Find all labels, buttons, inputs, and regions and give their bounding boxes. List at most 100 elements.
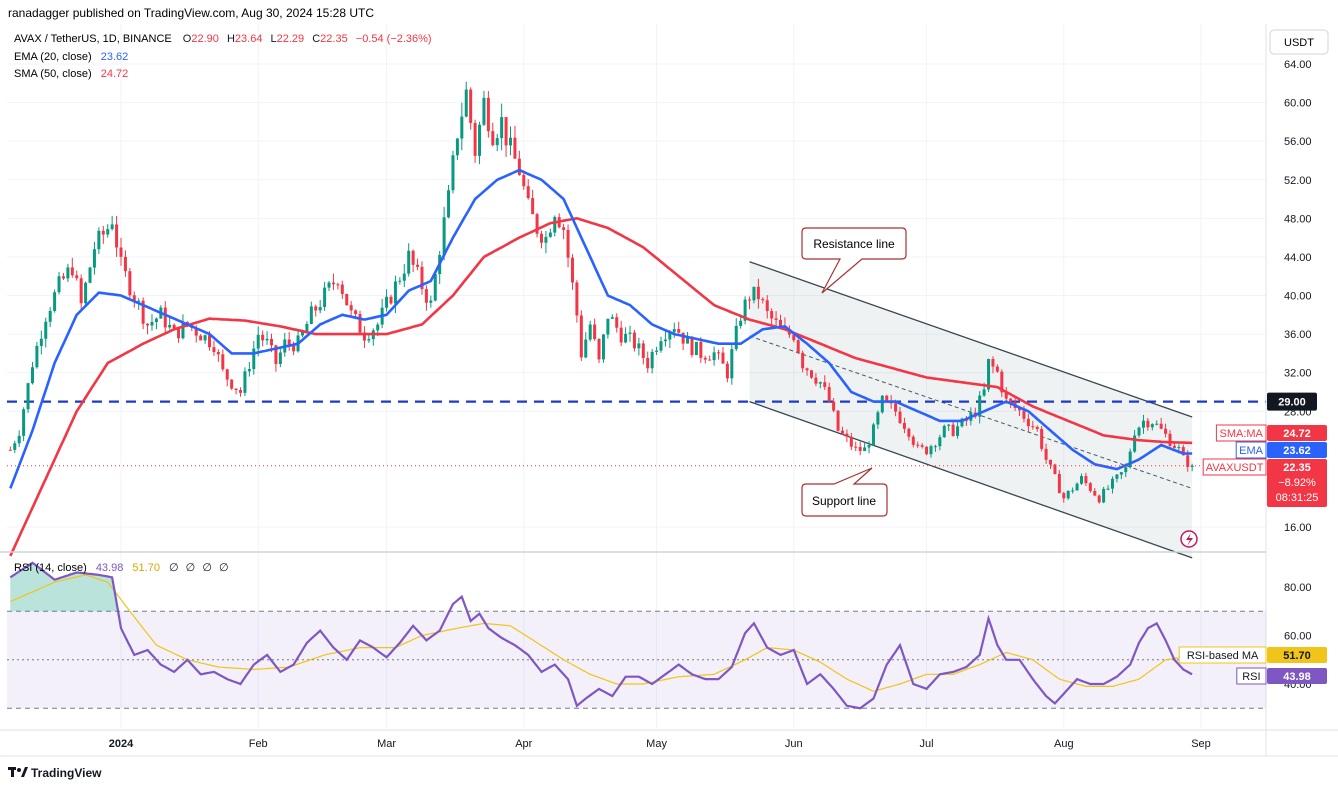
published-caption: ranadagger published on TradingView.com,… bbox=[8, 6, 374, 20]
currency-selector[interactable]: USDT bbox=[1269, 29, 1329, 55]
time-tick-label: Aug bbox=[1054, 738, 1074, 750]
candle bbox=[110, 215, 114, 231]
candle bbox=[163, 301, 167, 334]
candle bbox=[535, 212, 539, 238]
candle bbox=[225, 368, 229, 387]
candle bbox=[48, 307, 52, 327]
candle bbox=[146, 323, 150, 335]
candle bbox=[854, 441, 858, 452]
candle bbox=[473, 119, 477, 163]
candle bbox=[646, 351, 650, 373]
rsi-legend-extra-3: ∅ bbox=[202, 562, 212, 574]
candle bbox=[1137, 426, 1141, 438]
candle bbox=[1168, 430, 1172, 447]
time-axis[interactable]: 2024 Feb Mar Apr May Jun Jul Aug Sep bbox=[109, 738, 1211, 750]
candle bbox=[991, 356, 995, 374]
candle bbox=[1133, 430, 1137, 453]
candle bbox=[867, 441, 871, 454]
candle bbox=[500, 103, 504, 151]
candle bbox=[699, 337, 703, 363]
candle bbox=[199, 334, 203, 341]
candle bbox=[920, 443, 924, 449]
sma-legend-value: 24.72 bbox=[101, 68, 129, 80]
candle bbox=[265, 331, 269, 345]
candle bbox=[761, 297, 765, 304]
ohlc-h-value: 23.64 bbox=[235, 33, 263, 45]
resistance-callout[interactable]: Resistance line bbox=[801, 227, 907, 294]
candle bbox=[809, 369, 813, 379]
price-axis[interactable]: 64.00 60.00 56.00 52.00 48.00 44.00 40.00 36.00… bbox=[1284, 59, 1312, 534]
time-tick-label: Jun bbox=[785, 738, 803, 750]
candle bbox=[871, 422, 875, 446]
candle bbox=[447, 184, 451, 219]
candle bbox=[261, 330, 265, 347]
candle bbox=[584, 332, 588, 359]
candle bbox=[305, 321, 309, 332]
rsi-ma-line bbox=[10, 574, 1193, 692]
tradingview-logo-icon bbox=[8, 767, 28, 777]
rsi-legend-value: 43.98 bbox=[96, 562, 124, 574]
candle bbox=[460, 102, 464, 151]
time-tick-label: Jul bbox=[920, 738, 934, 750]
rsi-tag-0: RSI-based MA 51.70 bbox=[1178, 646, 1327, 664]
candle bbox=[239, 387, 243, 397]
candle bbox=[898, 406, 902, 425]
candle bbox=[61, 272, 65, 281]
candle bbox=[491, 122, 495, 147]
candle bbox=[455, 137, 459, 161]
candle bbox=[1190, 463, 1194, 472]
candle bbox=[115, 216, 119, 257]
rsi-band bbox=[7, 611, 1266, 709]
price-tick-label: 52.00 bbox=[1284, 175, 1312, 187]
candle bbox=[579, 310, 583, 361]
candle bbox=[216, 349, 220, 362]
candle bbox=[805, 367, 809, 376]
flash-icon[interactable] bbox=[1180, 530, 1198, 548]
resistance-line[interactable] bbox=[749, 261, 1193, 418]
support-line[interactable] bbox=[749, 400, 1193, 559]
candle bbox=[659, 336, 663, 353]
candle bbox=[416, 258, 420, 271]
candle bbox=[650, 349, 654, 374]
candle bbox=[548, 228, 552, 238]
candle bbox=[845, 429, 849, 442]
candle bbox=[1044, 443, 1048, 464]
candle bbox=[66, 263, 70, 283]
time-tick-label: Sep bbox=[1191, 738, 1211, 750]
price-tag-avaxusdt: AVAXUSDT 22.35 −8.92% 08:31:25 bbox=[1202, 458, 1327, 507]
candle bbox=[221, 349, 225, 372]
tradingview-logo[interactable]: TradingView bbox=[8, 766, 102, 780]
price-tick-label: 60.00 bbox=[1284, 98, 1312, 110]
symbol-legend: AVAX / TetherUS, 1D, BINANCE O22.90 H23.… bbox=[14, 33, 432, 80]
candle bbox=[362, 326, 366, 348]
candle bbox=[624, 327, 628, 344]
candle bbox=[880, 395, 884, 414]
candle bbox=[79, 274, 83, 311]
support-callout[interactable]: Support line bbox=[801, 467, 888, 517]
rsi-pane bbox=[7, 561, 1266, 710]
candle bbox=[1000, 369, 1004, 398]
candle bbox=[75, 270, 79, 281]
candle bbox=[172, 323, 176, 329]
candle bbox=[1164, 423, 1168, 438]
candle bbox=[925, 446, 929, 456]
sma-legend-label: SMA (50, close) bbox=[14, 68, 92, 80]
candle bbox=[141, 297, 145, 330]
candle bbox=[128, 267, 132, 299]
ema-legend: EMA (20, close) 23.62 bbox=[14, 51, 128, 63]
candle bbox=[748, 296, 752, 310]
candle bbox=[570, 254, 574, 290]
candle bbox=[655, 346, 659, 356]
candle bbox=[358, 310, 362, 333]
tradingview-logo-text: TradingView bbox=[31, 766, 102, 780]
rsi-legend: RSI (14, close) 43.98 51.70 ∅ ∅ ∅ ∅ bbox=[14, 562, 229, 574]
rsi-tick-label: 80.00 bbox=[1284, 582, 1312, 594]
candle bbox=[407, 243, 411, 277]
currency-button[interactable] bbox=[1269, 29, 1329, 55]
candle bbox=[1110, 476, 1114, 494]
candle bbox=[628, 325, 632, 342]
candle bbox=[168, 317, 172, 330]
candle bbox=[212, 340, 216, 356]
